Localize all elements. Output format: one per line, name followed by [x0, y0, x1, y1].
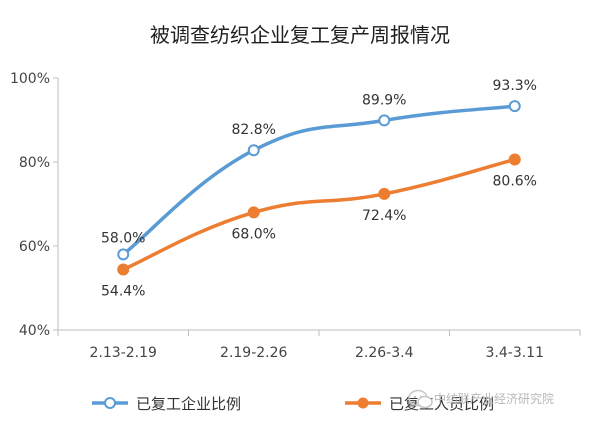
legend-marker [357, 397, 369, 409]
data-label: 93.3% [493, 78, 537, 94]
data-point [117, 248, 130, 261]
data-point [378, 114, 391, 127]
legend-marker [104, 397, 116, 409]
data-point [247, 144, 260, 157]
data-point [247, 206, 260, 219]
data-label: 82.8% [232, 122, 276, 138]
data-label: 68.0% [232, 226, 276, 242]
watermark: 中纺联产业经济研究院 [408, 389, 554, 409]
x-tick-label: 3.4-3.11 [486, 345, 545, 361]
wechat-icon [408, 389, 433, 409]
data-point [117, 263, 130, 276]
data-label: 80.6% [493, 173, 537, 189]
watermark-text: 中纺联产业经济研究院 [434, 391, 554, 406]
data-label: 89.9% [362, 92, 406, 108]
y-tick-label: 40% [19, 323, 50, 339]
data-point [378, 187, 391, 200]
legend: 已复工企业比例 已复工人员比例 [92, 395, 494, 413]
y-tick-label: 80% [19, 155, 50, 171]
x-tick-label: 2.26-3.4 [355, 345, 414, 361]
x-tick-label: 2.13-2.19 [90, 345, 157, 361]
series-layer: 58.0% 82.8% 89.9% 93.3% 54.4% 68.0% 72.4% 80.6% [101, 78, 537, 299]
data-point [508, 100, 521, 113]
series-line [121, 157, 517, 272]
data-label: 72.4% [362, 208, 406, 224]
legend-label: 已复工企业比例 [136, 395, 241, 413]
y-tick-label: 60% [19, 239, 50, 255]
axes: 40% 60% 80% 100% 2.13-2.19 2.19-2.26 2.26-3.4 3… [10, 71, 581, 361]
chart-title: 被调查纺织企业复工复产周报情况 [150, 23, 450, 47]
y-tick-label: 100% [10, 71, 50, 87]
legend-label: 已复工人员比例 [389, 395, 494, 413]
series-line [121, 104, 517, 257]
data-point [508, 153, 521, 166]
data-label: 54.4% [101, 284, 145, 300]
x-tick-label: 2.19-2.26 [220, 345, 287, 361]
data-label: 58.0% [101, 230, 145, 246]
